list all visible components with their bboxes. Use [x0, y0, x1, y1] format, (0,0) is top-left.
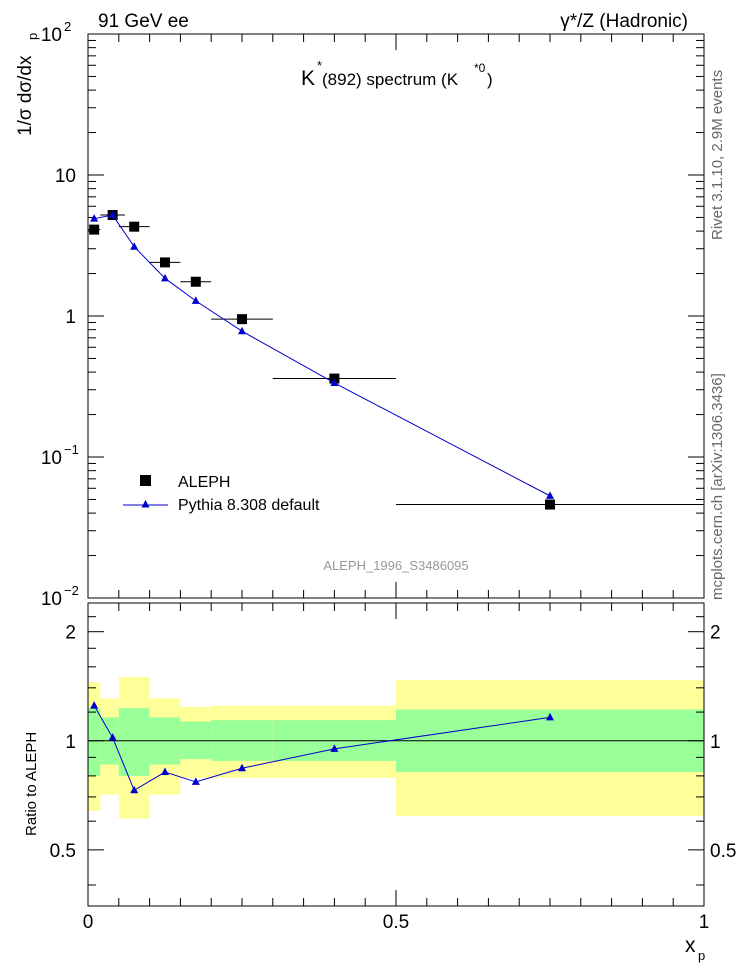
top-y-axis-label: 1/σ dσ/dx [15, 55, 36, 136]
top-y-axis-title: 1/σ dσ/dx p [15, 33, 40, 136]
legend-mc-marker [141, 500, 150, 508]
analysis-id-label: ALEPH_1996_S3486095 [323, 558, 468, 573]
ratio-point [161, 767, 169, 776]
ratio-point [238, 763, 246, 772]
data-point [129, 221, 140, 232]
ratio-y-tick-label-right: 2 [710, 623, 721, 644]
mc-point [238, 326, 246, 335]
plot-title-main: K [301, 67, 315, 90]
top-y-tick-label: 1 [65, 307, 76, 328]
plot-title: K * (892) spectrum (K *0 ) [301, 58, 493, 90]
top-y-tick-label: 10 [55, 166, 76, 187]
mc-point [546, 491, 554, 499]
plot-title-sup2: *0 [474, 61, 486, 75]
mc-point [191, 296, 200, 304]
legend-data-label: ALEPH [178, 474, 230, 491]
ratio-point [90, 701, 99, 709]
top-y-tick-label: 10 [41, 589, 62, 610]
plot-title-sup: * [317, 58, 322, 73]
header-left-label: 91 GeV ee [98, 11, 189, 32]
header-right-label: γ*/Z (Hadronic) [560, 11, 688, 32]
site-side-label: mcplots.cern.ch [arXiv:1306.3436] [709, 373, 726, 600]
legend-data-marker [140, 475, 151, 486]
ratio-line [93, 705, 551, 792]
mc-line [94, 214, 551, 497]
data-point [89, 224, 100, 235]
ratio-y-tick-label-right: 0.5 [710, 841, 736, 862]
x-axis-label: x [685, 934, 696, 957]
top-y-tick-exponent: 2 [64, 19, 71, 34]
x-axis-title: x p [685, 934, 705, 963]
plot-title-rest: (892) spectrum (K [322, 70, 459, 89]
ratio-y-tick-label-right: 1 [710, 732, 721, 753]
ratio-inner-band [88, 708, 101, 776]
rivet-side-label: Rivet 3.1.10, 2.9M events [709, 70, 726, 240]
data-point [545, 499, 555, 510]
ratio-point [546, 712, 554, 721]
legend: ALEPH Pythia 8.308 default [123, 474, 320, 514]
legend-mc-label: Pythia 8.308 default [178, 497, 320, 514]
ratio-y-tick-label-left: 1 [65, 732, 76, 753]
top-y-tick-label: 10 [41, 25, 62, 46]
data-series [88, 210, 704, 794]
data-point [160, 257, 170, 268]
ratio-inner-band [118, 708, 150, 776]
data-point [190, 276, 201, 287]
ratio-point [108, 733, 117, 741]
ratio-point [191, 777, 200, 785]
ratio-point [330, 744, 339, 752]
mc-point [108, 210, 117, 219]
bottom-y-axis-label: Ratio to ALEPH [23, 732, 40, 836]
plot-title-close: ) [487, 70, 493, 89]
x-axis-label-sub: p [698, 948, 705, 963]
mc-point [161, 273, 169, 282]
ratio-point [130, 785, 139, 794]
data-point [237, 314, 247, 325]
ratio-y-tick-label-left: 2 [65, 623, 76, 644]
top-y-axis-label-sub: p [25, 33, 40, 40]
mc-point [130, 242, 139, 250]
top-y-tick-exponent: −2 [64, 583, 79, 598]
x-tick-label: 0.5 [383, 912, 409, 933]
axes-frames [87, 33, 705, 907]
mc-point [330, 378, 339, 386]
ratio-y-tick-label-left: 0.5 [50, 841, 76, 862]
x-tick-label: 0 [83, 912, 94, 933]
ratio-uncertainty-bands [88, 676, 704, 819]
top-y-tick-exponent: −1 [64, 442, 79, 457]
x-tick-label: 1 [699, 912, 710, 933]
top-y-tick-label: 10 [41, 448, 62, 469]
mc-point [90, 214, 99, 222]
